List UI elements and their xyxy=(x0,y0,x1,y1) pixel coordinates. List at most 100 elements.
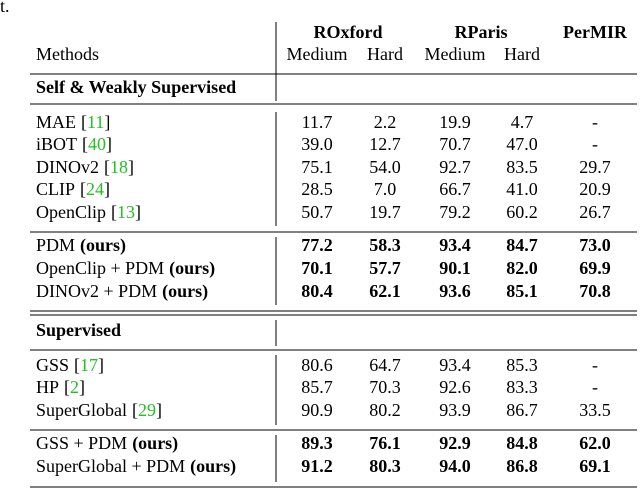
citation: [11] xyxy=(81,112,110,132)
citation: [24] xyxy=(80,179,110,199)
value-cell: 7.0 xyxy=(374,179,397,199)
method-name: OpenClip xyxy=(36,202,106,222)
value-cell: 29.7 xyxy=(579,157,611,177)
ours-tag: (ours) xyxy=(80,235,126,256)
value-cell: 85.1 xyxy=(506,281,538,301)
group-header: RParis xyxy=(455,22,508,42)
value-cell: 86.7 xyxy=(506,400,538,420)
value-cell: 89.3 xyxy=(301,433,333,453)
value-cell: 79.2 xyxy=(439,202,471,222)
method-name: HP xyxy=(36,377,59,397)
value-cell: 75.1 xyxy=(301,157,333,177)
value-cell: 93.4 xyxy=(439,355,471,375)
method-cell: CLIP [24] xyxy=(36,179,110,199)
ours-tag: (ours) xyxy=(162,281,208,302)
value-cell: 84.7 xyxy=(506,235,538,255)
value-cell: 86.8 xyxy=(506,456,538,476)
citation: [17] xyxy=(74,355,104,375)
method-cell: SuperGlobal [29] xyxy=(36,400,162,420)
method-name: OpenClip + PDM xyxy=(36,258,164,278)
value-cell: 28.5 xyxy=(301,179,333,199)
value-cell: 84.8 xyxy=(506,433,538,453)
value-cell: 26.7 xyxy=(579,202,611,222)
value-cell: 70.3 xyxy=(369,377,401,397)
value-cell: 93.4 xyxy=(439,235,471,255)
method-cell: MAE [11] xyxy=(36,112,110,132)
text-fragment: t. xyxy=(0,0,10,16)
value-cell: 11.7 xyxy=(302,112,333,132)
ours-tag: (ours) xyxy=(132,433,178,454)
value-cell: 76.1 xyxy=(369,433,401,453)
value-cell: 80.4 xyxy=(301,281,333,301)
value-cell: 62.1 xyxy=(369,281,401,301)
value-cell: 60.2 xyxy=(506,202,538,222)
value-cell: 70.1 xyxy=(301,258,333,278)
value-cell: 94.0 xyxy=(439,456,471,476)
value-cell: 19.9 xyxy=(439,112,471,132)
citation: [18] xyxy=(104,157,134,177)
value-cell: 39.0 xyxy=(301,134,333,154)
method-name: MAE xyxy=(36,112,76,132)
value-cell: 90.1 xyxy=(439,258,471,278)
value-cell: 33.5 xyxy=(579,400,611,420)
value-cell: 58.3 xyxy=(369,235,401,255)
method-cell: DINOv2 [18] xyxy=(36,157,134,177)
method-name: GSS + PDM xyxy=(36,433,127,453)
value-cell: 66.7 xyxy=(439,179,471,199)
value-cell: 73.0 xyxy=(579,235,611,255)
method-name: iBOT xyxy=(36,134,77,154)
method-cell: HP [2] xyxy=(36,377,85,397)
method-cell: PDM (ours) xyxy=(36,235,126,256)
value-cell: 93.6 xyxy=(439,281,471,301)
value-cell: 92.6 xyxy=(439,377,471,397)
column-header: Medium xyxy=(287,44,348,64)
value-cell: 90.9 xyxy=(301,400,333,420)
value-cell: 70.7 xyxy=(439,134,471,154)
method-name: DINOv2 + PDM xyxy=(36,281,157,301)
method-name: SuperGlobal xyxy=(36,400,127,420)
value-cell: - xyxy=(592,355,598,375)
value-cell: 57.7 xyxy=(369,258,401,278)
value-cell: 47.0 xyxy=(506,134,538,154)
method-name: DINOv2 xyxy=(36,157,99,177)
value-cell: 82.0 xyxy=(506,258,538,278)
method-cell: SuperGlobal + PDM (ours) xyxy=(36,456,236,477)
method-name: CLIP xyxy=(36,179,75,199)
section-title: Supervised xyxy=(36,320,121,340)
column-header: Hard xyxy=(367,44,403,64)
method-name: SuperGlobal + PDM xyxy=(36,456,185,476)
value-cell: 83.3 xyxy=(506,377,538,397)
value-cell: 80.2 xyxy=(369,400,401,420)
column-header: Hard xyxy=(504,44,540,64)
value-cell: 70.8 xyxy=(579,281,611,301)
method-cell: iBOT [40] xyxy=(36,134,112,154)
value-cell: 64.7 xyxy=(369,355,401,375)
column-header: Medium xyxy=(425,44,486,64)
value-cell: 12.7 xyxy=(369,134,401,154)
value-cell: 85.7 xyxy=(301,377,333,397)
methods-header: Methods xyxy=(36,44,99,64)
citation: [13] xyxy=(111,202,141,222)
citation: [29] xyxy=(132,400,162,420)
method-cell: GSS + PDM (ours) xyxy=(36,433,178,454)
value-cell: 91.2 xyxy=(301,456,333,476)
value-cell: 92.9 xyxy=(439,433,471,453)
value-cell: 54.0 xyxy=(369,157,401,177)
value-cell: - xyxy=(592,134,598,154)
value-cell: 50.7 xyxy=(301,202,333,222)
value-cell: 20.9 xyxy=(579,179,611,199)
citation: [2] xyxy=(64,377,85,397)
method-name: PDM xyxy=(36,235,75,255)
section-title: Self & Weakly Supervised xyxy=(36,77,236,97)
value-cell: 62.0 xyxy=(579,433,611,453)
method-cell: OpenClip [13] xyxy=(36,202,141,222)
value-cell: 69.9 xyxy=(579,258,611,278)
value-cell: 85.3 xyxy=(506,355,538,375)
value-cell: 92.7 xyxy=(439,157,471,177)
method-name: GSS xyxy=(36,355,69,375)
value-cell: - xyxy=(592,377,598,397)
value-cell: 80.3 xyxy=(369,456,401,476)
method-cell: GSS [17] xyxy=(36,355,104,375)
